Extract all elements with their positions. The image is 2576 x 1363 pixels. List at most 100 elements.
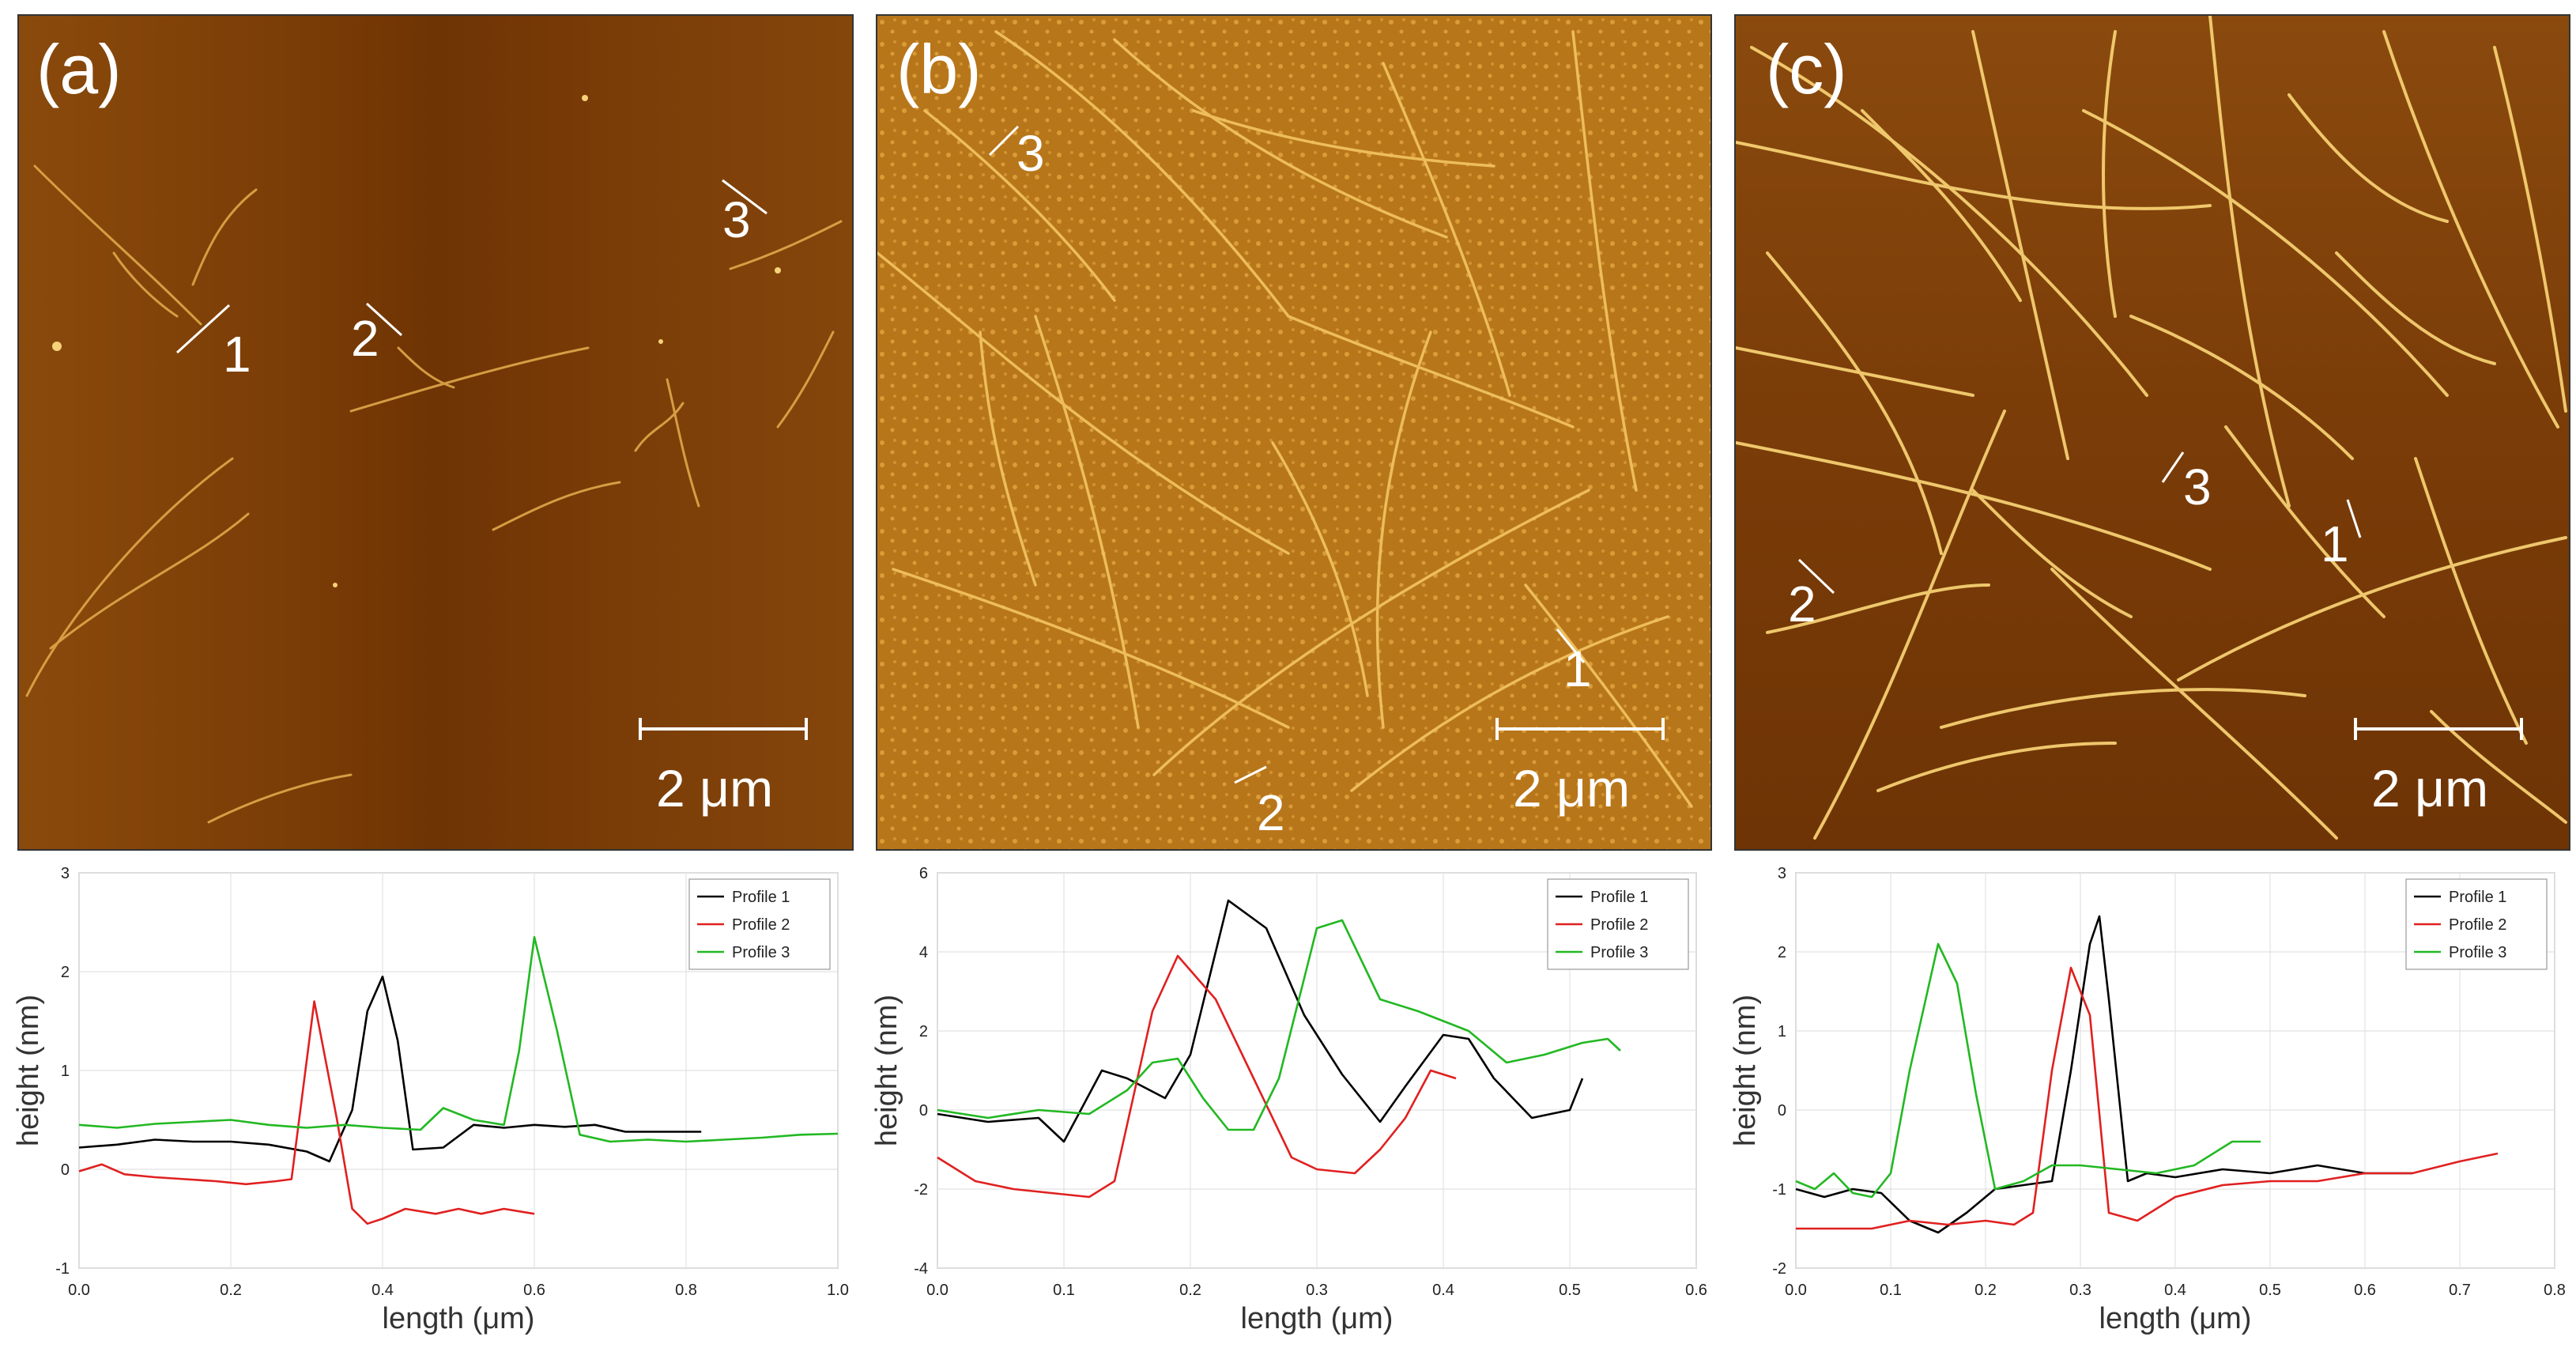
x-axis-label: length (μm) (2099, 1302, 2252, 1335)
x-tick-label: 0.7 (2449, 1282, 2471, 1299)
y-tick-label: 1 (1778, 1023, 1786, 1040)
marker-label: 3 (2183, 459, 2212, 515)
afm-image-c: 1 2 3 (c) 2 μm (1734, 14, 2570, 851)
scale-bar (639, 718, 808, 740)
legend-label: Profile 3 (732, 944, 790, 961)
marker-label: 1 (1563, 640, 1592, 697)
x-tick-label: 0.3 (2069, 1282, 2091, 1299)
legend-label: Profile 1 (2449, 889, 2506, 906)
x-tick-label: 0.4 (372, 1282, 394, 1299)
legend-label: Profile 3 (2449, 944, 2506, 961)
x-tick-label: 0.5 (2259, 1282, 2281, 1299)
afm-background (19, 16, 852, 849)
y-tick-label: -2 (914, 1181, 928, 1199)
x-axis-label: length (μm) (383, 1302, 535, 1335)
y-tick-label: 0 (1778, 1102, 1786, 1119)
x-tick-label: 0.1 (1053, 1282, 1075, 1299)
x-tick-label: 0.0 (1785, 1282, 1807, 1299)
x-tick-label: 0.1 (1880, 1282, 1902, 1299)
y-tick-label: 1 (61, 1063, 70, 1080)
scale-bar-label: 2 μm (2371, 759, 2488, 817)
y-tick-label: 2 (919, 1023, 928, 1040)
x-tick-label: 0.4 (1432, 1282, 1454, 1299)
series-line-profile-1 (1795, 915, 2412, 1234)
x-tick-label: 0.2 (1179, 1282, 1201, 1299)
profile-chart-c: 0.0 0.1 0.2 0.3 0.4 0.5 0.6 0.7 0.8 -2 -1 0 1 2 3 lengt… (1728, 862, 2574, 1352)
y-tick-label: -1 (1772, 1181, 1786, 1199)
legend-label: Profile 1 (1590, 889, 1648, 906)
y-axis-label: height (nm) (12, 995, 45, 1146)
profile-markers (175, 179, 768, 354)
x-tick-label: 0.5 (1559, 1282, 1581, 1299)
x-axis-label: length (μm) (1241, 1302, 1394, 1335)
x-tick-label: 1.0 (827, 1282, 849, 1299)
legend-label: Profile 2 (1590, 916, 1648, 934)
y-tick-label: 6 (919, 865, 928, 882)
afm-image-c-svg: 1 2 3 (c) 2 μm (1736, 16, 2569, 849)
profile-chart-a: 0.0 0.2 0.4 0.6 0.8 1.0 -1 0 1 2 3 length (μm) heigh… (11, 862, 857, 1352)
x-tick-label: 0.6 (1685, 1282, 1707, 1299)
legend-label: Profile 3 (1590, 944, 1648, 961)
particles (52, 95, 781, 587)
series-line-profile-2 (1796, 966, 2499, 1230)
afm-image-a: 1 2 3 (a) 2 μm (17, 14, 854, 851)
y-tick-label: 2 (1778, 944, 1786, 961)
x-tick-label: 0.8 (2544, 1282, 2566, 1299)
fibril-network (1736, 16, 2567, 840)
series-line-profile-3 (1795, 942, 2261, 1199)
y-axis-label: height (nm) (1729, 995, 1762, 1146)
profile-chart-c-svg: 0.0 0.1 0.2 0.3 0.4 0.5 0.6 0.7 0.8 -2 -1 0 1 2 3 lengt… (1729, 865, 2566, 1335)
afm-image-a-svg: 1 2 3 (a) 2 μm (19, 16, 852, 849)
marker-label: 3 (1016, 125, 1045, 182)
x-tick-label: 0.0 (926, 1282, 949, 1299)
series-line-profile-1 (78, 976, 702, 1163)
scale-bar (1495, 718, 1665, 740)
marker-label: 1 (223, 326, 251, 383)
x-tick-label: 0.4 (2164, 1282, 2186, 1299)
y-tick-label: 0 (61, 1161, 70, 1179)
series-line-profile-2 (937, 954, 1457, 1199)
series-line-profile-1 (937, 899, 1584, 1143)
series-line-profile-3 (937, 919, 1621, 1131)
afm-image-b: 1 2 3 (b) 2 μm (876, 14, 1712, 851)
y-tick-label: -1 (55, 1260, 70, 1278)
panel-label: (a) (36, 30, 122, 108)
legend-label: Profile 2 (2449, 916, 2506, 934)
marker-label: 2 (351, 310, 379, 367)
y-tick-label: -2 (1772, 1260, 1786, 1278)
marker-label: 1 (2321, 515, 2349, 572)
panel-label: (b) (896, 30, 982, 108)
fibril-network (877, 30, 1693, 808)
afm-texture (877, 16, 1710, 849)
y-tick-label: 2 (61, 964, 70, 981)
marker-label: 3 (722, 191, 751, 248)
series-line-profile-2 (78, 1000, 535, 1225)
y-tick-label: 0 (919, 1102, 928, 1119)
profile-markers (988, 125, 1586, 784)
series-line-profile-3 (78, 936, 839, 1143)
y-tick-label: 3 (61, 865, 70, 882)
marker-label: 2 (1788, 576, 1816, 632)
profile-chart-a-svg: 0.0 0.2 0.4 0.6 0.8 1.0 -1 0 1 2 3 length (μm) heigh… (12, 865, 849, 1335)
fibril-network (25, 164, 843, 824)
legend-label: Profile 2 (732, 916, 790, 934)
y-tick-label: 3 (1778, 865, 1786, 882)
profile-markers (1797, 451, 2362, 595)
panel-label: (c) (1766, 30, 1847, 108)
y-tick-label: -4 (914, 1260, 928, 1278)
x-tick-label: 0.2 (1974, 1282, 1997, 1299)
scale-bar (2354, 718, 2523, 740)
profile-chart-b: 0.0 0.1 0.2 0.3 0.4 0.5 0.6 -4 -2 0 2 4 6 length (μm)… (869, 862, 1715, 1352)
x-tick-label: 0.3 (1306, 1282, 1328, 1299)
legend-label: Profile 1 (732, 889, 790, 906)
scale-bar-label: 2 μm (1513, 759, 1630, 817)
x-tick-label: 0.6 (2354, 1282, 2376, 1299)
y-tick-label: 4 (919, 944, 928, 961)
x-tick-label: 0.8 (675, 1282, 697, 1299)
scale-bar-label: 2 μm (656, 759, 773, 817)
marker-label: 2 (1257, 784, 1285, 841)
x-tick-label: 0.0 (68, 1282, 90, 1299)
x-tick-label: 0.2 (220, 1282, 242, 1299)
profile-chart-b-svg: 0.0 0.1 0.2 0.3 0.4 0.5 0.6 -4 -2 0 2 4 6 length (μm)… (870, 865, 1707, 1335)
x-tick-label: 0.6 (523, 1282, 545, 1299)
